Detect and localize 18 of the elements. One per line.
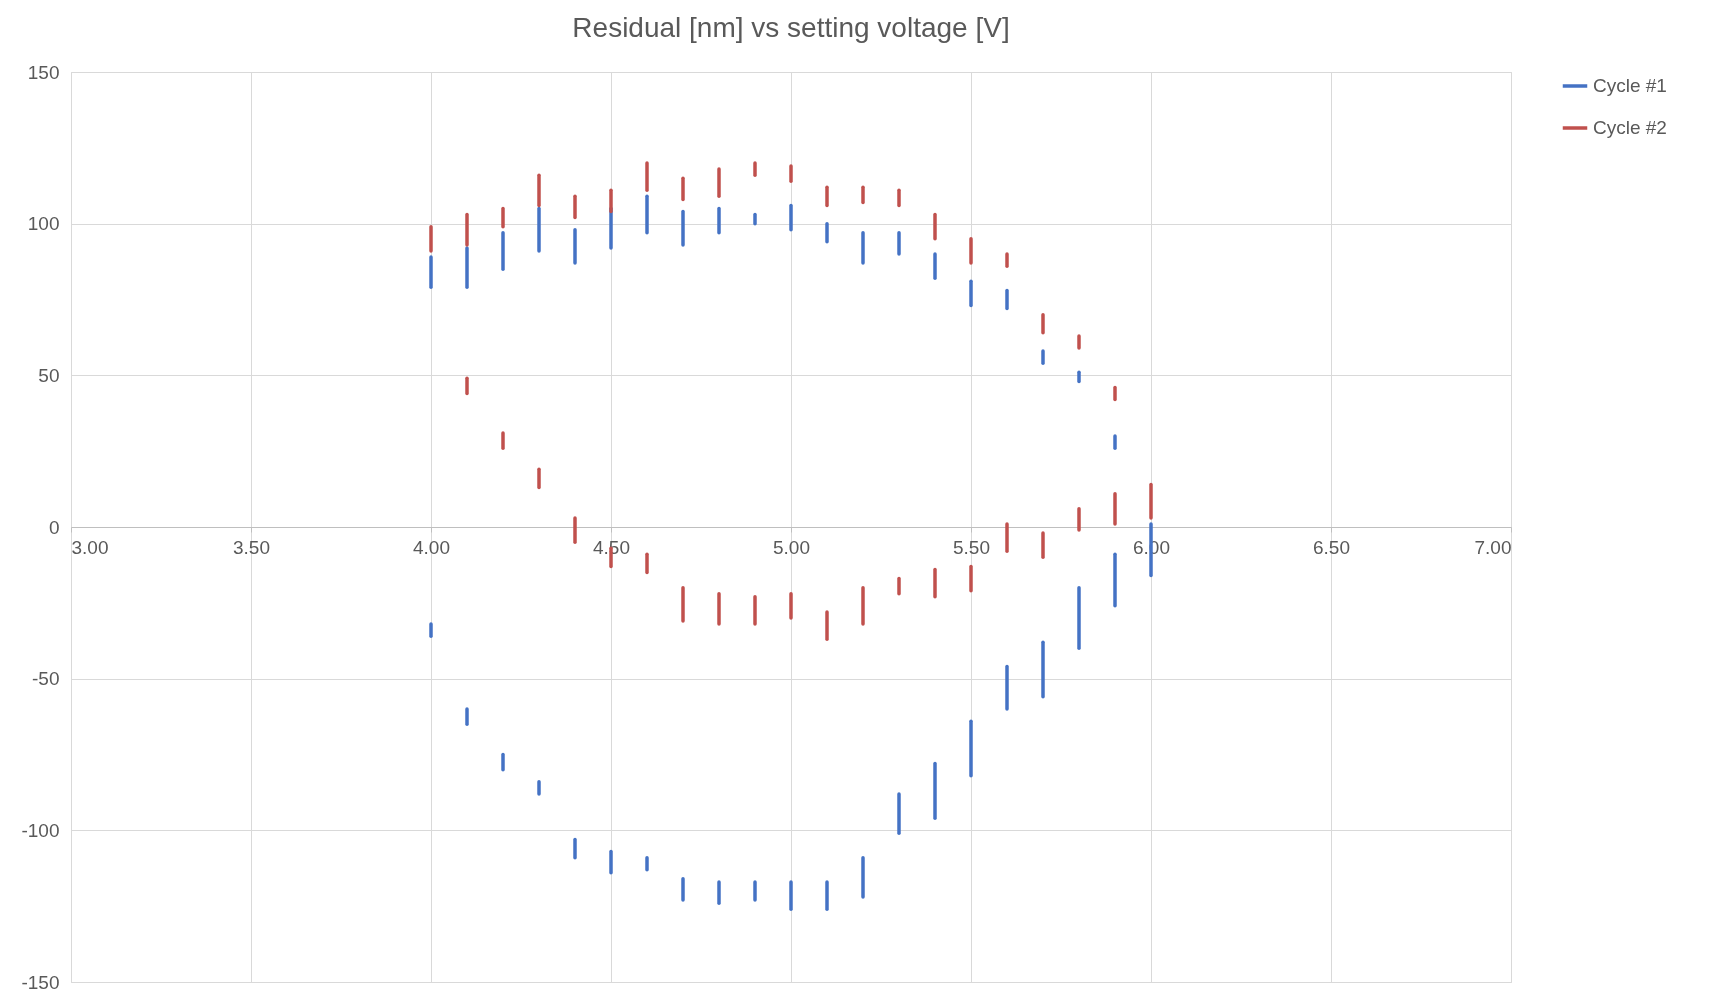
y-tick-label: -100 xyxy=(21,819,60,841)
y-tick-label: 50 xyxy=(38,364,60,386)
x-tick-label: 6.50 xyxy=(1313,536,1350,558)
x-tick-label: 5.50 xyxy=(953,536,990,558)
x-tick-label: 4.50 xyxy=(593,536,630,558)
x-tick-label: 3.00 xyxy=(71,536,109,558)
legend-label: Cycle #1 xyxy=(1593,75,1667,96)
y-tick-label: 0 xyxy=(48,516,60,538)
x-tick-label: 4.00 xyxy=(413,536,450,558)
x-tick-label: 7.00 xyxy=(1474,536,1512,558)
y-tick-label: -50 xyxy=(32,668,60,690)
y-tick-label: 100 xyxy=(27,213,60,235)
x-tick-label: 5.00 xyxy=(773,536,810,558)
x-tick-label: 3.50 xyxy=(233,536,270,558)
y-tick-label: 150 xyxy=(27,61,60,83)
chart-title: Residual [nm] vs setting voltage [V] xyxy=(572,12,1010,43)
y-tick-label: -150 xyxy=(21,971,60,993)
legend-label: Cycle #2 xyxy=(1593,117,1667,138)
